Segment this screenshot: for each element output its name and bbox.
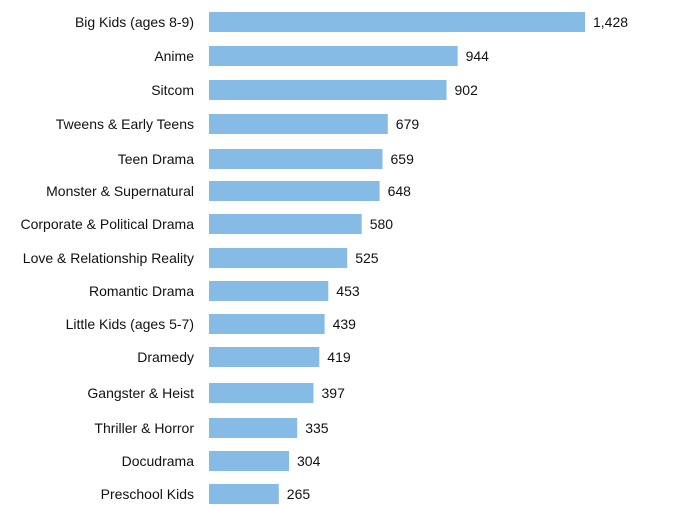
value-label: 902 bbox=[455, 82, 479, 98]
bar bbox=[209, 248, 348, 268]
value-label: 439 bbox=[333, 316, 357, 332]
category-label: Tweens & Early Teens bbox=[56, 116, 194, 132]
bar bbox=[209, 214, 362, 234]
bar bbox=[209, 114, 388, 134]
category-label: Corporate & Political Drama bbox=[20, 216, 194, 232]
category-label: Romantic Drama bbox=[89, 283, 194, 299]
bar bbox=[209, 149, 383, 169]
category-label: Docudrama bbox=[122, 453, 195, 469]
value-label: 944 bbox=[466, 48, 490, 64]
value-labels: 1,428 944 902 679 659 648 580 525 453 439 419 397 33… bbox=[287, 14, 628, 502]
value-label: 335 bbox=[305, 420, 329, 436]
value-label: 265 bbox=[287, 486, 311, 502]
category-labels: Big Kids (ages 8-9) Anime Sitcom Tweens & E… bbox=[20, 14, 194, 502]
category-label: Little Kids (ages 5-7) bbox=[66, 316, 194, 332]
category-label: Anime bbox=[154, 48, 194, 64]
bar bbox=[209, 46, 458, 66]
value-label: 1,428 bbox=[593, 14, 628, 30]
bar bbox=[209, 484, 279, 504]
bar bbox=[209, 281, 329, 301]
value-label: 679 bbox=[396, 116, 420, 132]
bar bbox=[209, 451, 289, 471]
value-label: 525 bbox=[355, 250, 379, 266]
bar bbox=[209, 181, 380, 201]
value-label: 659 bbox=[391, 151, 415, 167]
value-label: 304 bbox=[297, 453, 321, 469]
value-label: 580 bbox=[370, 216, 394, 232]
value-label: 648 bbox=[388, 183, 412, 199]
category-label: Preschool Kids bbox=[101, 486, 194, 502]
bar bbox=[209, 383, 314, 403]
bar bbox=[209, 80, 447, 100]
value-label: 453 bbox=[336, 283, 360, 299]
bars-group bbox=[209, 12, 585, 504]
category-label: Sitcom bbox=[151, 82, 194, 98]
bar bbox=[209, 418, 298, 438]
category-label: Thriller & Horror bbox=[94, 420, 194, 436]
bar bbox=[209, 347, 320, 367]
category-label: Gangster & Heist bbox=[87, 385, 194, 401]
category-label: Love & Relationship Reality bbox=[23, 250, 194, 266]
category-label: Monster & Supernatural bbox=[46, 183, 194, 199]
bar bbox=[209, 12, 585, 32]
bar bbox=[209, 314, 325, 334]
category-label: Teen Drama bbox=[118, 151, 194, 167]
value-label: 397 bbox=[322, 385, 346, 401]
category-label: Big Kids (ages 8-9) bbox=[75, 14, 194, 30]
category-label: Dramedy bbox=[137, 349, 194, 365]
value-label: 419 bbox=[327, 349, 351, 365]
